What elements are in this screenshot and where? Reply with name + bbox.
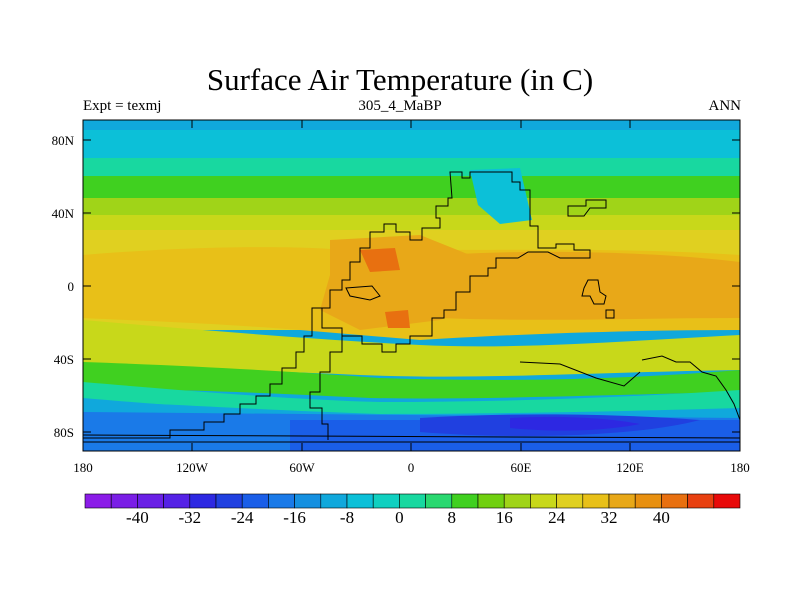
colorbar-label: 0 — [395, 508, 404, 527]
season-label: ANN — [708, 98, 742, 114]
colorbar-label: 16 — [495, 508, 513, 527]
southern-margin-outline — [82, 307, 740, 443]
colorbar-label: -40 — [126, 508, 149, 527]
colorbar-swatch — [294, 493, 322, 509]
colorbar-swatch — [451, 493, 479, 509]
lat-label-40n: 40N — [51, 206, 74, 221]
colorbar-swatch — [137, 493, 164, 509]
lat-label-40s: 40S — [53, 352, 74, 367]
lon-label-120w: 120W — [176, 460, 208, 475]
colorbar-label: 24 — [548, 508, 566, 527]
colorbar — [84, 493, 741, 509]
continent-outlines — [82, 171, 741, 443]
lon-label-120e: 120E — [616, 460, 644, 475]
lat-label-0: 0 — [67, 279, 75, 294]
colorbar-swatch — [268, 493, 295, 509]
lon-label-60w: 60W — [289, 460, 315, 475]
inner-basin-outline — [345, 285, 381, 301]
lat-label-80s: 80S — [53, 425, 74, 440]
colorbar-swatch — [582, 493, 610, 509]
colorbar-swatch — [608, 493, 636, 509]
eastern-outline — [641, 355, 741, 421]
inner-margin-outline — [309, 336, 343, 440]
colorbar-swatch — [477, 493, 505, 509]
map-title: Surface Air Temperature (in C) — [206, 62, 594, 97]
field-band-teal-s — [83, 382, 740, 414]
colorbar-swatch — [399, 493, 426, 509]
coastline-antarctica — [83, 434, 740, 439]
colorbar-swatch — [346, 493, 374, 509]
colorbar-swatch — [503, 493, 531, 509]
lon-label-0: 0 — [407, 460, 415, 475]
field-band-teal-n — [83, 158, 740, 180]
colorbar-swatch — [163, 493, 191, 509]
colorbar-label: -24 — [230, 508, 254, 527]
lat-label-80n: 80N — [51, 133, 74, 148]
field-hotspot-2 — [385, 310, 410, 328]
colorbar-swatch — [372, 493, 400, 509]
field-band-yellowgreen-s — [83, 320, 740, 377]
colorbar-label: 32 — [600, 508, 618, 527]
colorbar-swatch — [241, 493, 269, 509]
supercontinent-outline — [321, 171, 591, 353]
colorbar-swatch — [110, 493, 138, 509]
experiment-label: Expt = texmj — [83, 98, 162, 114]
field-band-cool-n — [83, 130, 740, 160]
southeast-outline — [519, 361, 641, 387]
field-cold-core-inner — [510, 416, 640, 431]
field-orange-east — [440, 251, 740, 320]
colorbar-swatch — [713, 493, 741, 509]
colorbar-swatch — [530, 493, 557, 509]
colorbar-swatch — [425, 493, 453, 509]
colorbar-swatch — [687, 493, 715, 509]
colorbar-swatch — [215, 493, 243, 509]
period-label: 305_4_MaBP — [358, 98, 442, 114]
colorbar-label: -32 — [178, 508, 202, 527]
lon-label-180e: 180 — [730, 460, 750, 475]
lon-label-180w: 180 — [73, 460, 93, 475]
colorbar-label: -8 — [339, 508, 355, 527]
colorbar-swatch — [634, 493, 662, 509]
colorbar-label: 40 — [652, 508, 670, 527]
island-small — [605, 309, 615, 319]
colorbar-label: -16 — [283, 508, 306, 527]
colorbar-swatch — [189, 493, 217, 509]
field-orange-africa — [320, 235, 490, 330]
island-north — [567, 199, 607, 217]
colorbar-label: 8 — [447, 508, 457, 527]
axis-ticks — [83, 120, 740, 451]
colorbar-swatch — [556, 493, 584, 509]
colorbar-swatch — [320, 493, 348, 509]
island-east — [581, 279, 607, 305]
temperature-field — [83, 120, 740, 451]
field-hotspot-1 — [360, 248, 400, 272]
lon-label-60e: 60E — [510, 460, 532, 475]
colorbar-swatch — [84, 493, 112, 509]
colorbar-swatch — [661, 493, 688, 509]
field-band-green-s — [83, 362, 740, 399]
